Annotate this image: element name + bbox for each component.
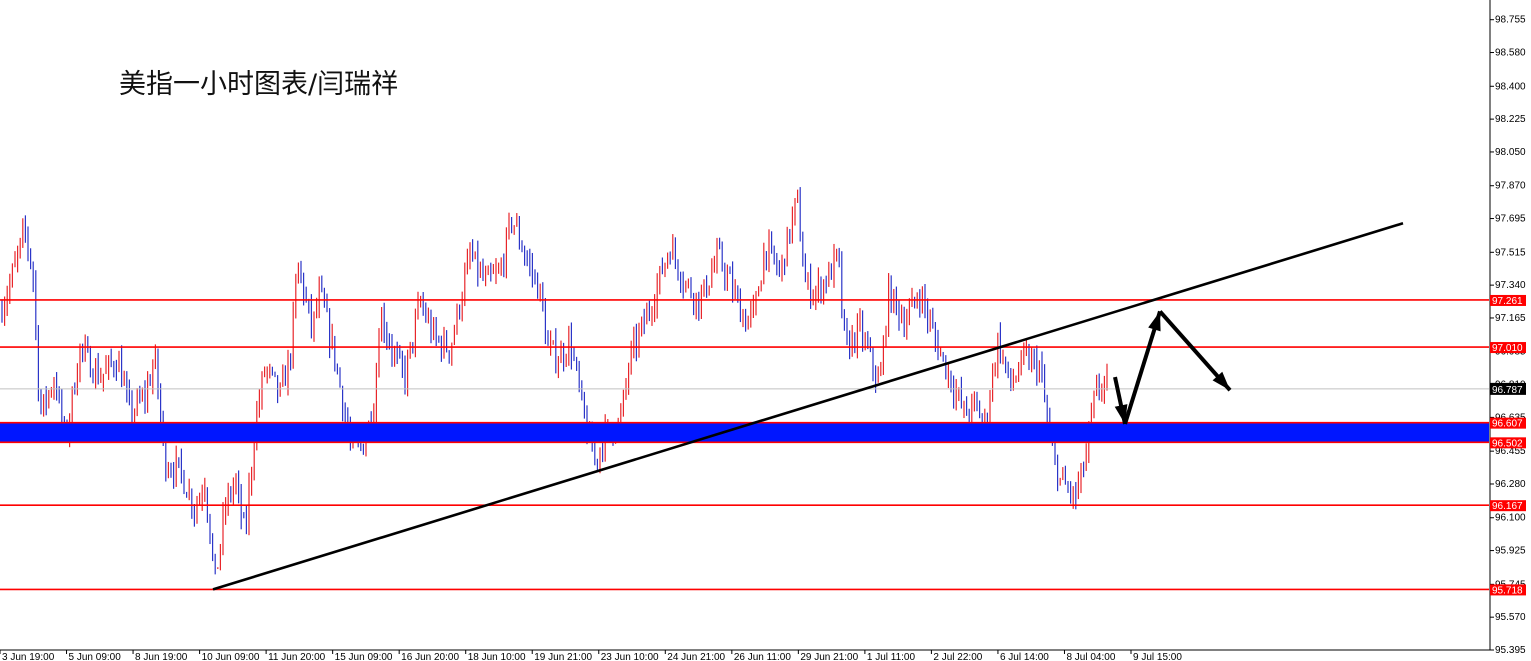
y-tick-label: 97.340: [1495, 280, 1526, 291]
level-price-label: 96.167: [1492, 501, 1523, 512]
y-tick-label: 97.870: [1495, 181, 1526, 192]
x-tick-label: 16 Jun 20:00: [401, 652, 459, 661]
arrow-head: [1148, 311, 1161, 332]
y-tick-label: 98.050: [1495, 147, 1526, 158]
level-price-box: [1490, 417, 1526, 429]
x-tick-label: 2 Jul 22:00: [933, 652, 982, 661]
y-tick-label: 97.515: [1495, 247, 1526, 258]
time-axis: 3 Jun 19:00 5 Jun 09:00 8 Jun 19:00 10 Jun …: [0, 650, 1182, 661]
x-tick-label: 5 Jun 09:00: [69, 652, 122, 661]
level-price-label: 97.261: [1492, 296, 1523, 307]
x-tick-label: 9 Jul 15:00: [1133, 652, 1182, 661]
y-tick-label: 96.455: [1495, 446, 1526, 457]
y-tick-label: 96.100: [1495, 513, 1526, 524]
level-price-label: 97.010: [1492, 343, 1523, 354]
candlestick-series: [1, 187, 1108, 575]
y-tick-label: 98.580: [1495, 48, 1526, 59]
level-price-label: 95.718: [1492, 585, 1523, 596]
x-tick-label: 24 Jun 21:00: [667, 652, 725, 661]
x-tick-label: 6 Jul 14:00: [1000, 652, 1049, 661]
forecast-arrow-up: [1123, 310, 1162, 425]
y-tick-label: 95.925: [1495, 546, 1526, 557]
y-tick-label: 96.280: [1495, 479, 1526, 490]
x-tick-label: 8 Jun 19:00: [135, 652, 188, 661]
level-price-box: [1490, 342, 1526, 354]
y-tick-label: 98.755: [1495, 15, 1526, 26]
x-tick-label: 8 Jul 04:00: [1066, 652, 1115, 661]
x-tick-label: 15 Jun 09:00: [335, 652, 393, 661]
current-price-box: [1490, 382, 1526, 395]
x-tick-label: 10 Jun 09:00: [202, 652, 260, 661]
x-tick-label: 3 Jun 19:00: [2, 652, 55, 661]
y-tick-label: 95.395: [1495, 645, 1526, 656]
support-zone-band: [0, 422, 1489, 443]
y-tick-label: 95.570: [1495, 612, 1526, 623]
level-price-box: [1490, 437, 1526, 449]
arrow-head: [1114, 404, 1128, 424]
level-price-label: 96.502: [1492, 438, 1523, 449]
level-price-box: [1490, 294, 1526, 306]
trendline: [212, 221, 1404, 591]
x-tick-label: 29 Jun 21:00: [800, 652, 858, 661]
x-tick-label: 26 Jun 11:00: [734, 652, 792, 661]
x-tick-label: 19 Jun 21:00: [534, 652, 592, 661]
level-price-box: [1490, 584, 1526, 596]
x-tick-label: 23 Jun 10:00: [601, 652, 659, 661]
y-tick-label: 97.695: [1495, 214, 1526, 225]
chart-title: 美指一小时图表/闫瑞祥: [119, 69, 399, 100]
level-price-label: 96.607: [1492, 419, 1523, 430]
x-tick-label: 18 Jun 10:00: [468, 652, 526, 661]
x-tick-label: 11 Jun 20:00: [268, 652, 326, 661]
y-tick-label: 98.225: [1495, 114, 1526, 125]
arrow-head: [1212, 371, 1230, 391]
y-tick-label: 97.165: [1495, 313, 1526, 324]
level-price-box: [1490, 500, 1526, 512]
current-price-label: 96.787: [1492, 385, 1523, 396]
x-tick-label: 1 Jul 11:00: [867, 652, 916, 661]
y-tick-label: 98.400: [1495, 81, 1526, 92]
